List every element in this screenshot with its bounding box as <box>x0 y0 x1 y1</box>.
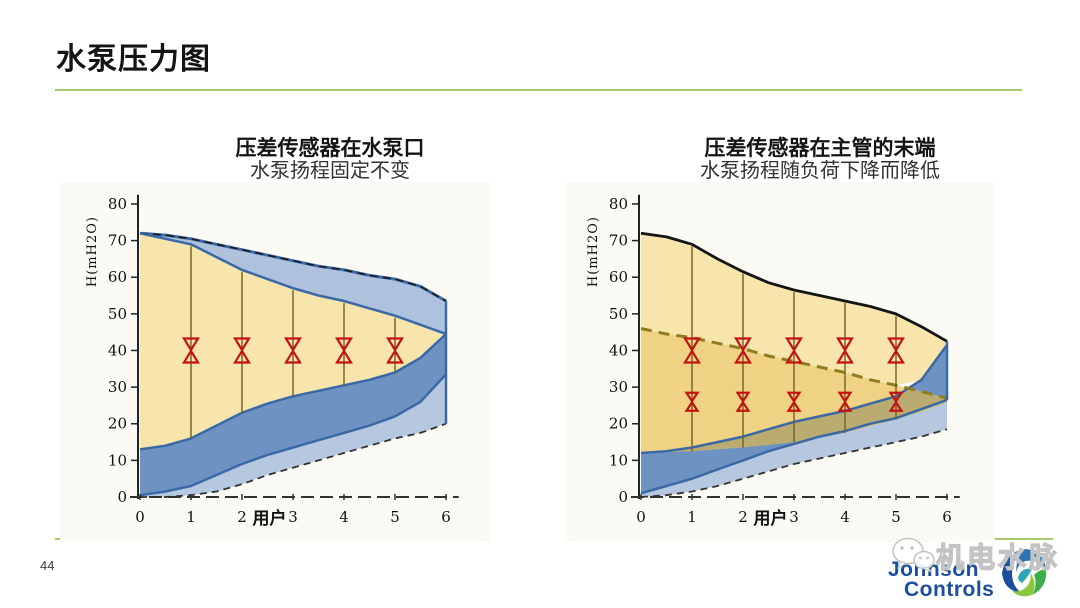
y-tick-label: 60 <box>609 268 628 286</box>
x-tick-label: 4 <box>840 508 850 526</box>
y-tick-label: 80 <box>108 195 127 213</box>
x-tick-label: 1 <box>186 508 196 526</box>
right-chart-header: 压差传感器在主管的末端 水泵扬程随负荷下降而降低 <box>620 137 1020 183</box>
x-tick-label: 6 <box>441 508 451 526</box>
page-number: 44 <box>40 558 55 573</box>
decorative-line-right <box>993 538 1053 540</box>
valve-icon <box>684 391 700 412</box>
valve-icon <box>386 337 404 364</box>
x-axis-label: 用户 <box>754 508 788 529</box>
y-tick-label: 50 <box>108 305 127 323</box>
valve-icon <box>683 337 701 364</box>
y-tick-label: 0 <box>618 488 628 506</box>
curve-yellow_top <box>139 232 447 336</box>
y-tick-label: 0 <box>117 488 127 506</box>
left-chart-subtitle: 水泵扬程固定不变 <box>250 160 410 182</box>
brand-line-2: Controls <box>904 578 995 601</box>
x-tick-label: 3 <box>288 508 298 526</box>
y-tick-label: 30 <box>609 378 628 396</box>
pump-pressure-chart-right: 0 10 20 30 40 50 60 70 80 H(mH2O) 0 1 2 3 4 5 6 用户 <box>565 182 995 542</box>
y-axis-label: H(mH2O) <box>85 216 100 287</box>
y-tick-label: 70 <box>609 232 628 250</box>
y-tick-label: 30 <box>108 378 127 396</box>
brand-line-1: Johnson <box>888 558 979 581</box>
valve-icon <box>888 391 904 412</box>
y-tick-label: 60 <box>108 268 127 286</box>
valve-icon <box>182 337 200 364</box>
x-tick-label: 2 <box>738 508 748 526</box>
valve-icon <box>887 337 905 364</box>
valve-icon <box>284 337 302 364</box>
valve-icon <box>837 391 853 412</box>
y-tick-label: 20 <box>108 415 127 433</box>
x-tick-label: 6 <box>942 508 952 526</box>
x-tick-label: 4 <box>339 508 349 526</box>
title-divider <box>55 89 1022 91</box>
y-tick-label: 40 <box>609 341 628 359</box>
left-chart-header: 压差传感器在水泵口 水泵扬程固定不变 <box>130 137 530 183</box>
valve-icon <box>735 391 751 412</box>
right-chart-subtitle: 水泵扬程随负荷下降而降低 <box>700 160 940 182</box>
curve-lower_bottom <box>640 428 948 498</box>
y-tick-label: 10 <box>609 451 628 469</box>
y-tick-label: 80 <box>609 195 628 213</box>
curve-black_top <box>640 231 948 343</box>
y-tick-label: 20 <box>609 415 628 433</box>
y-tick-label: 50 <box>609 305 628 323</box>
valve-icon <box>233 337 251 364</box>
curve-mid_bottom <box>139 373 447 497</box>
y-tick-label: 40 <box>108 341 127 359</box>
x-tick-label: 2 <box>237 508 247 526</box>
valve-icon <box>786 391 802 412</box>
y-tick-label: 70 <box>108 232 127 250</box>
x-tick-label: 5 <box>390 508 400 526</box>
x-axis-label: 用户 <box>253 508 287 529</box>
pump-pressure-chart-left: 0 10 20 30 40 50 60 70 80 H(mH2O) 0 1 2 3 4 5 6 用户 <box>60 182 490 542</box>
y-axis-label: H(mH2O) <box>586 216 601 287</box>
right-chart-title: 压差传感器在主管的末端 <box>704 137 936 160</box>
x-tick-label: 1 <box>687 508 697 526</box>
page-title: 水泵压力图 <box>56 42 211 77</box>
x-tick-label: 0 <box>135 508 145 526</box>
left-chart-title: 压差传感器在水泵口 <box>235 137 425 160</box>
band-fill-yellow_bottom <box>140 334 446 496</box>
band-fill-outer_top <box>140 233 446 334</box>
band-fill-mid_bottom <box>140 374 446 497</box>
curve-yellow_bottom <box>139 333 447 451</box>
x-tick-label: 0 <box>636 508 646 526</box>
brand-swirl-icon <box>1002 549 1047 597</box>
curve-outer_top <box>139 231 447 303</box>
y-tick-label: 10 <box>108 451 127 469</box>
x-tick-label: 5 <box>891 508 901 526</box>
watermark-text: 机电水脉 <box>935 541 1061 573</box>
x-tick-label: 3 <box>789 508 799 526</box>
band-fill-band_top <box>641 345 947 494</box>
wechat-icon <box>892 537 935 574</box>
valve-icon <box>836 337 854 364</box>
valve-icon <box>785 337 803 364</box>
johnson-controls-logo: Johnson Controls <box>888 558 995 601</box>
valve-icon <box>734 337 752 364</box>
valve-icon <box>335 337 353 364</box>
watermark: 机电水脉 <box>890 536 1060 576</box>
